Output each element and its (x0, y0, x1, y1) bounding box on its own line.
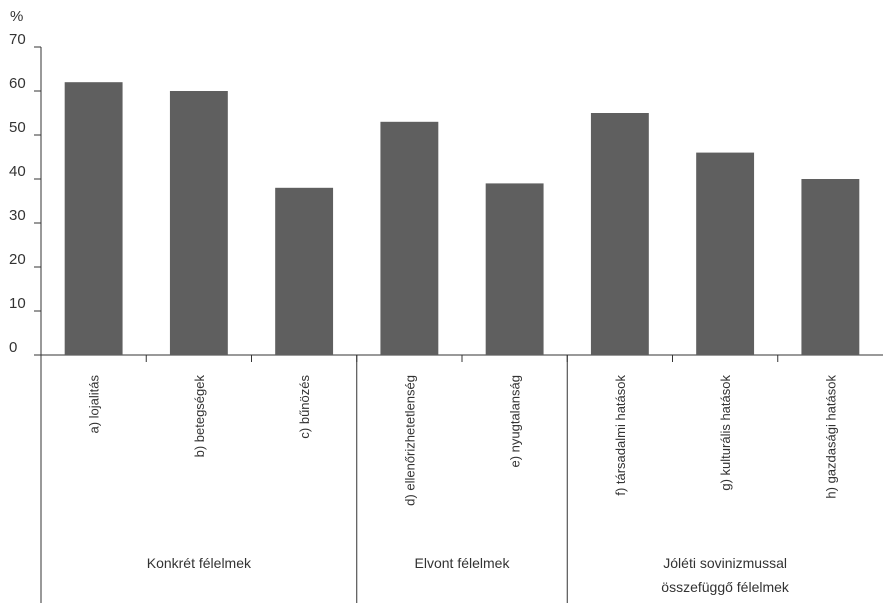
group-label: Jóléti sovinizmussal (663, 555, 787, 571)
y-tick-label: 60 (9, 75, 26, 92)
y-axis-ticks: 0 10 20 30 40 50 60 70 (9, 31, 41, 356)
y-tick-label: 40 (9, 163, 26, 180)
group-label: Konkrét félelmek (147, 555, 252, 571)
category-label: g) kulturális hatások (718, 375, 733, 491)
group-label: összefüggő félelmek (661, 579, 790, 595)
bar (801, 179, 860, 355)
category-label: b) betegségek (192, 375, 207, 458)
category-label: f) társadalmi hatások (613, 375, 628, 496)
category-label: h) gazdasági hatások (823, 375, 838, 499)
bar (696, 152, 755, 355)
bar (64, 82, 123, 355)
y-tick-label: 30 (9, 207, 26, 224)
category-label: e) nyugtalanság (508, 375, 523, 468)
category-label: d) ellenőrizhetetlenség (402, 375, 417, 506)
group-labels: Konkrét félelmek Elvont félelmek Jóléti so… (147, 555, 790, 595)
bar (169, 91, 228, 355)
category-labels: a) lojalitás b) betegségek c) bűnözés d) el… (87, 375, 839, 506)
y-tick-label: 0 (9, 339, 17, 356)
bar (485, 183, 544, 355)
bar (275, 187, 334, 355)
category-label: a) lojalitás (87, 375, 102, 434)
y-tick-label: 50 (9, 119, 26, 136)
category-label: c) bűnözés (297, 375, 312, 439)
bars (64, 82, 860, 362)
group-separators (356, 355, 568, 603)
y-axis-unit-label: % (10, 8, 23, 25)
bar (380, 121, 439, 355)
group-label: Elvont félelmek (415, 555, 511, 571)
axes (40, 47, 883, 603)
y-tick-label: 70 (9, 31, 26, 48)
y-tick-label: 10 (9, 295, 26, 312)
y-tick-label: 20 (9, 251, 26, 268)
bar (590, 113, 649, 355)
